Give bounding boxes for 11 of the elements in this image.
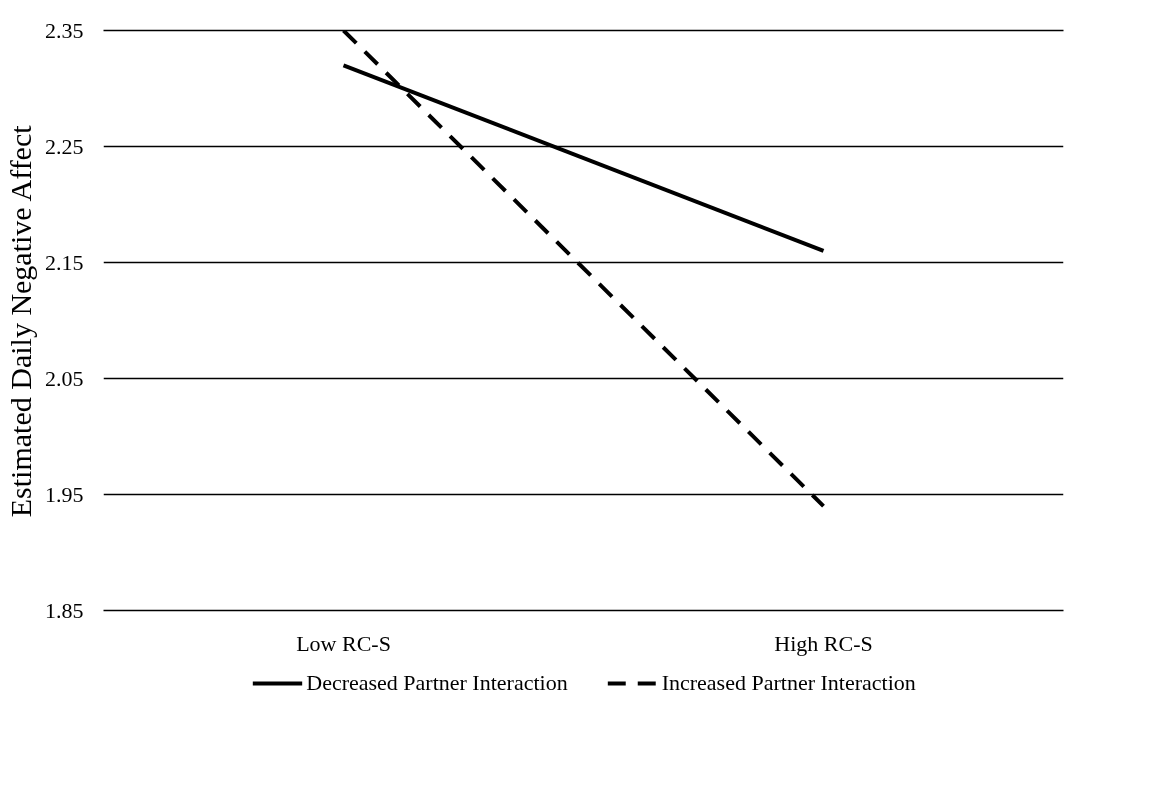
- x-tick-label: Low RC-S: [296, 630, 391, 656]
- x-tick-label: High RC-S: [774, 630, 873, 656]
- legend-label: Decreased Partner Interaction: [306, 670, 568, 696]
- y-tick-label: 2.15: [45, 249, 84, 275]
- y-tick-label: 2.35: [45, 17, 84, 43]
- y-tick-label: 2.25: [45, 133, 84, 159]
- y-tick-label: 2.05: [45, 365, 84, 391]
- y-tick-label: 1.85: [45, 597, 84, 623]
- y-tick-label: 1.95: [45, 481, 84, 507]
- y-axis-title: Estimated Daily Negative Affect: [4, 124, 37, 518]
- legend-label: Increased Partner Interaction: [661, 670, 916, 696]
